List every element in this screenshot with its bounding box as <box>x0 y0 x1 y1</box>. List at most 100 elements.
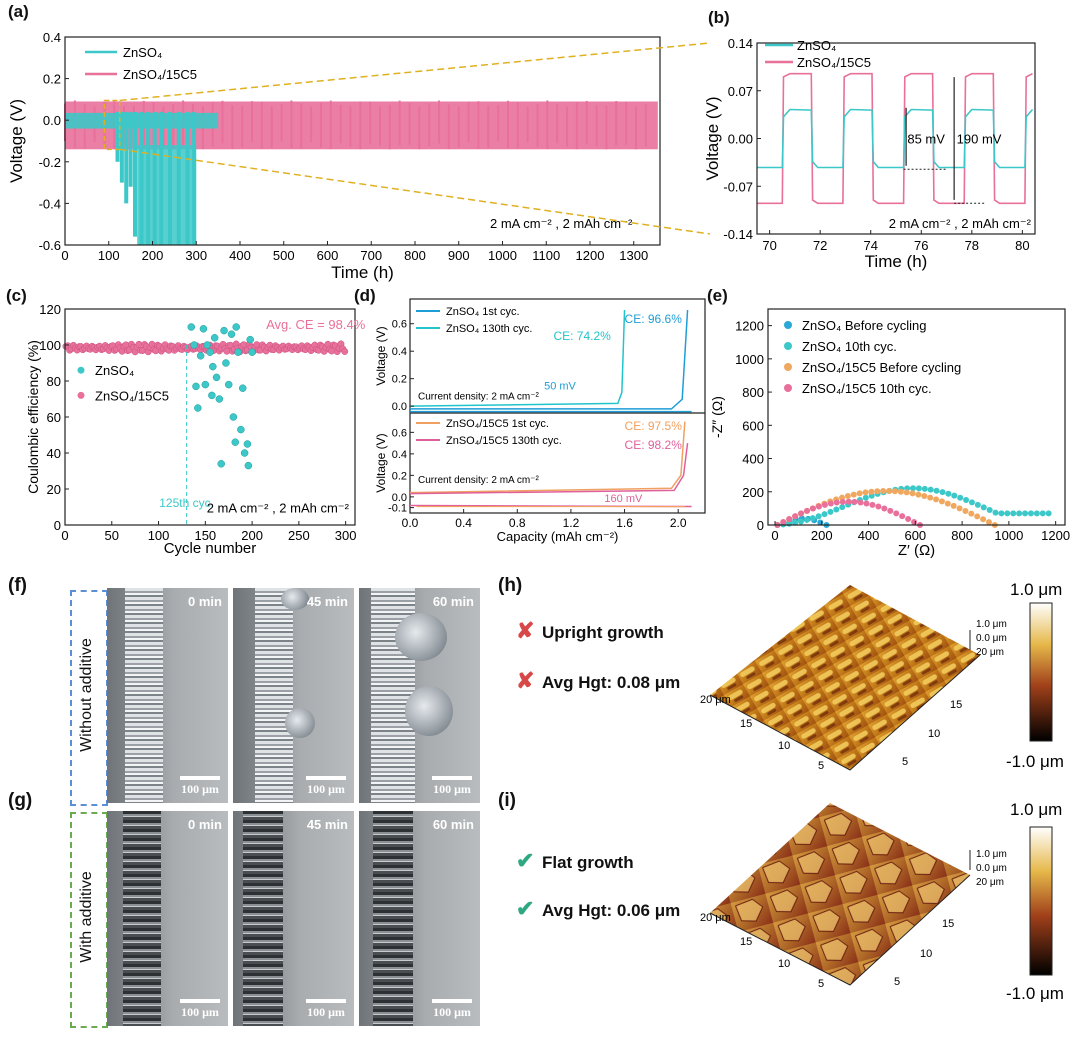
scale-bar: 100 μm <box>306 776 346 797</box>
chart-a: 0 100 200 300 400 500 600 700 800 900 1000 1100 1200… <box>7 30 661 282</box>
y-tick-label-c: 120 <box>39 302 61 317</box>
point-e-2 <box>1016 510 1023 517</box>
micro-g-45: 45 min 100 μm <box>233 811 354 1026</box>
legend-swatch-e <box>784 321 792 329</box>
x-tick-label-b: 72 <box>813 238 827 253</box>
point-znso4 <box>248 348 256 356</box>
point-e-2 <box>797 518 804 525</box>
point-e-2 <box>951 492 958 499</box>
point-e-3 <box>844 492 851 499</box>
x-tick-label-a: 1000 <box>488 248 517 263</box>
y-tick-label-a: 0.0 <box>43 113 61 128</box>
y-tick-label-e: 1000 <box>735 352 764 367</box>
point-e-4 <box>804 507 811 514</box>
afm-xy-tick: 20 μm <box>700 694 731 706</box>
point-e-2 <box>933 487 940 494</box>
y-tick-label-d: 0.2 <box>392 374 407 386</box>
point-e-4 <box>786 515 793 522</box>
panel-label-b: (b) <box>708 8 730 27</box>
x-tick-label-c: 200 <box>241 528 263 543</box>
y-tick-label-b: 0.14 <box>728 36 753 51</box>
scale-bar: 100 μm <box>180 776 220 797</box>
x-tick-label-b: 74 <box>863 238 877 253</box>
point-e-4 <box>792 513 799 520</box>
y-tick-label-b: -0.07 <box>723 179 753 194</box>
point-e-3 <box>880 487 887 494</box>
x-tick-label-b: 70 <box>762 238 776 253</box>
point-e-3 <box>921 492 928 499</box>
point-znso4 <box>220 326 228 335</box>
micro-g-0: 0 min 100 μm <box>107 811 228 1026</box>
point-znso4 <box>215 395 224 403</box>
y-tick-label-c: 0 <box>54 518 61 533</box>
annotation-c: 2 mA cm⁻² , 2 mAh cm⁻² <box>207 500 350 515</box>
x-tick-label-d: 0.4 <box>455 516 472 530</box>
legend-label-d: ZnSO₄ 1st cyc. <box>446 306 520 318</box>
afm-xy-tick: 10 <box>778 740 790 752</box>
annotation-mv: 50 mV <box>544 381 576 393</box>
micro-time: 60 min <box>432 594 474 609</box>
x-tick-label-d: 2.0 <box>670 516 687 530</box>
y-tick-label-d: 0.4 <box>392 346 407 358</box>
y-tick-label-e: 400 <box>742 452 764 467</box>
point-e-2 <box>1045 510 1052 517</box>
point-e-2 <box>909 485 916 492</box>
point-znso4 <box>212 373 221 382</box>
afm-z-tick: 1.0 μm <box>976 619 1007 630</box>
point-e-4 <box>881 505 888 512</box>
point-znso4 <box>234 348 242 356</box>
x-tick-label-e: 400 <box>858 528 880 543</box>
afm-h-surface <box>710 585 980 770</box>
point-e-2 <box>980 504 987 511</box>
y-tick-label-c: 40 <box>47 446 61 461</box>
point-e-2 <box>1033 510 1040 517</box>
point-znso4 <box>227 330 236 338</box>
cross-icon: ✘ <box>516 668 535 693</box>
chart-c-d-e: 0 50 100 150 200 250 300 0 20 40 60 80 100 120 Cycle n… <box>25 298 1070 559</box>
point-e-3 <box>909 490 916 497</box>
point-e-4 <box>839 498 846 505</box>
legend-label-d: ZnSO₄/15C5 130th cyc. <box>446 435 562 447</box>
point-znso4 <box>229 413 238 421</box>
x-tick-label-c: 0 <box>61 528 68 543</box>
chart-e: 0 200 400 600 800 1000 1200 0 200 400 600 800 1000 12… <box>709 308 1070 559</box>
point-e-4 <box>827 500 834 507</box>
point-e-2 <box>1027 510 1034 517</box>
panel-label-h: (h) <box>498 575 523 596</box>
point-znso4 <box>240 449 249 457</box>
panel-label-g: (g) <box>8 790 33 811</box>
point-e-3 <box>915 491 922 498</box>
afm-xy-tick: 20 μm <box>700 912 731 924</box>
chart-b: 70 72 74 76 78 80 0.14 0.07 0.00 -0.07 -0.14 Time (… <box>703 36 1036 271</box>
series-line-d3 <box>409 421 686 494</box>
annotation-b: 2 mA cm⁻² , 2 mAh cm⁻² <box>889 216 1032 231</box>
chart-c: 0 50 100 150 200 250 300 0 20 40 60 80 100 120 Cycle n… <box>25 302 366 557</box>
annotation-a: 2 mA cm⁻² , 2 mAh cm⁻² <box>490 216 633 231</box>
point-e-2 <box>915 485 922 492</box>
point-e-3 <box>897 488 904 495</box>
point-znso4 <box>217 460 225 468</box>
annotation-ce: CE: 74.2% <box>553 329 611 343</box>
point-znso4 <box>206 348 214 356</box>
x-tick-label-b: 80 <box>1015 238 1029 253</box>
scale-bar: 100 μm <box>432 999 472 1020</box>
point-e-2 <box>921 485 928 492</box>
point-e-2 <box>827 508 834 515</box>
micro-time: 45 min <box>306 594 348 609</box>
point-e-3 <box>933 496 940 503</box>
x-tick-label-e: 1200 <box>1041 528 1070 543</box>
x-tick-label-c: 300 <box>335 528 357 543</box>
point-znso4 <box>232 323 240 331</box>
micro-time: 0 min <box>188 817 222 832</box>
legend-label-e: ZnSO₄ 10th cyc. <box>802 339 897 354</box>
point-e-2 <box>968 499 975 506</box>
point-e-4 <box>899 513 906 520</box>
legend-label-b: ZnSO₄/15C5 <box>797 55 871 70</box>
afm-z-tick: 1.0 μm <box>976 849 1007 860</box>
x-tick-label-c: 150 <box>194 528 216 543</box>
point-znso4 <box>196 352 205 360</box>
point-e-4 <box>875 503 882 510</box>
x-axis-label-d: Capacity (mAh cm⁻²) <box>497 529 619 544</box>
point-e-4 <box>887 507 894 514</box>
y-tick-label-b: -0.14 <box>723 227 753 242</box>
